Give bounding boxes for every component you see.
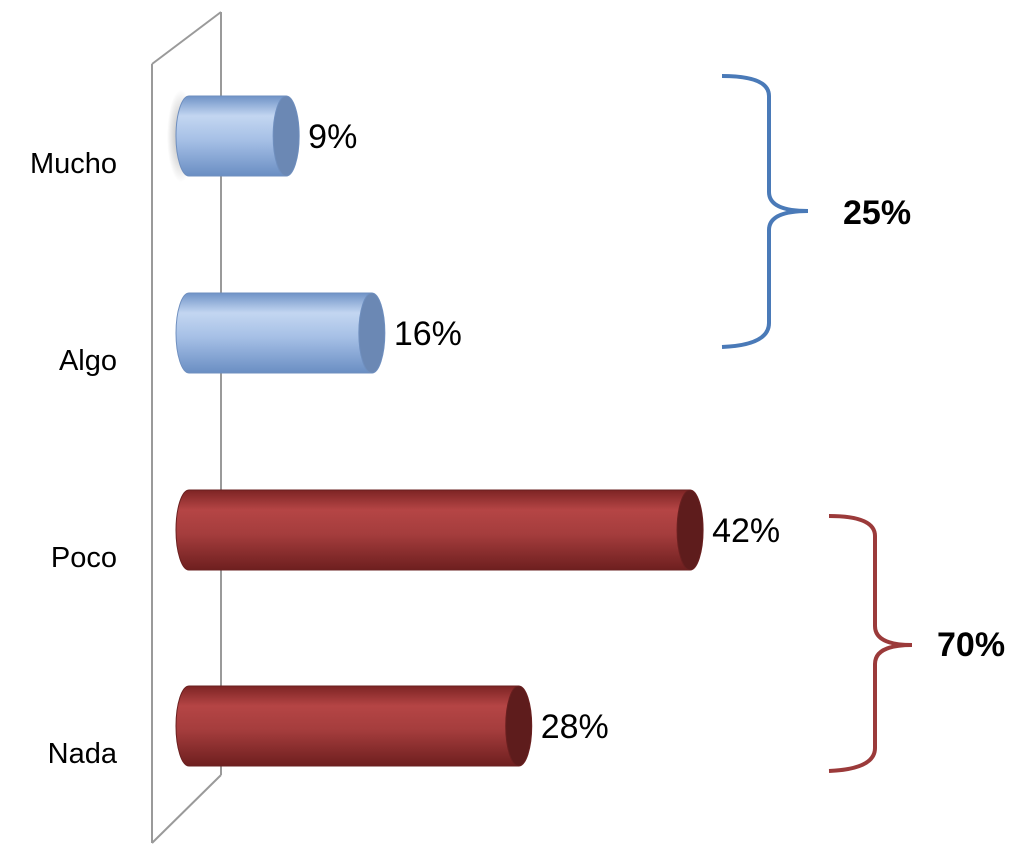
bar-nada — [175, 685, 533, 767]
group-label-positive: 25% — [843, 194, 911, 232]
category-label-poco: Poco — [51, 542, 117, 574]
bar-body — [175, 292, 373, 374]
value-label-poco: 42% — [712, 512, 780, 550]
bar-cap — [272, 95, 300, 177]
bar-body — [175, 489, 691, 571]
category-label-algo: Algo — [59, 345, 117, 377]
bar-mucho — [175, 95, 300, 177]
bar-body — [175, 95, 287, 177]
category-label-nada: Nada — [48, 738, 118, 770]
bar-cap — [676, 489, 704, 571]
category-label-mucho: Mucho — [30, 148, 117, 180]
group-bracket-positive: 25% — [721, 74, 911, 349]
bar-poco — [175, 489, 704, 571]
bar-body — [175, 685, 520, 767]
bars-layer — [175, 95, 704, 767]
value-label-mucho: 9% — [308, 118, 357, 156]
bar-algo — [175, 292, 386, 374]
value-label-nada: 28% — [541, 708, 609, 746]
value-label-algo: 16% — [394, 315, 462, 353]
group-bracket-negative: 70% — [828, 514, 1005, 773]
bar-cap — [505, 685, 533, 767]
group-label-negative: 70% — [937, 626, 1005, 664]
bar-cap — [358, 292, 386, 374]
labels-layer: 9% Mucho 16% Algo 42% Poco 28% Nada — [30, 118, 780, 770]
